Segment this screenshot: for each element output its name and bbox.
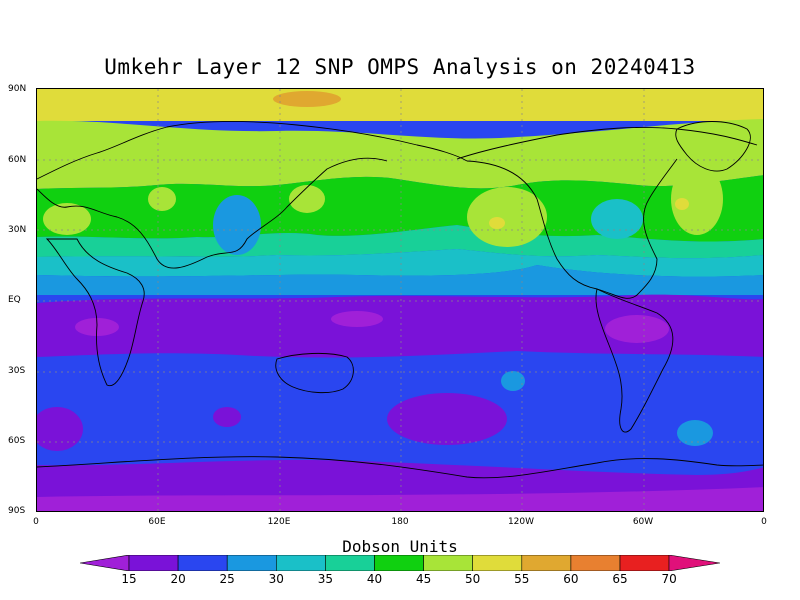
coastlines — [37, 121, 763, 479]
colorbar-tick-label: 55 — [514, 572, 530, 586]
lat-label-eq: EQ — [8, 295, 21, 305]
colorbar-cell — [619, 555, 670, 571]
colorbar-tick-label: 70 — [661, 572, 677, 586]
colorbar-cell — [226, 555, 277, 571]
colorbar-arrow-high — [668, 555, 720, 571]
band-35-du — [37, 249, 763, 277]
colorbar-cell — [521, 555, 572, 571]
colorbar-tick-label: 35 — [317, 572, 334, 586]
low-20-indian-ocean — [213, 407, 241, 427]
high-50-north-pacific — [467, 187, 547, 247]
band-40-du — [37, 225, 763, 259]
high-30-south-atlantic — [677, 420, 713, 446]
colorbar-tick-label: 20 — [170, 572, 186, 586]
band-55-polar-north — [37, 89, 763, 121]
lat-label-30n: 30N — [8, 225, 27, 235]
band-20-tropics — [37, 294, 763, 358]
lat-label-30s: 30S — [8, 366, 26, 376]
high-50-north-atlantic — [671, 163, 723, 235]
lat-label-90s: 90S — [8, 506, 26, 516]
colorbar-cell — [472, 555, 523, 571]
colorbar — [80, 555, 720, 571]
colorbar-cell — [128, 555, 179, 571]
colorbar-tick-label: 65 — [612, 572, 628, 586]
band-15-polar-south — [37, 487, 763, 511]
max-55-north-atlantic — [675, 198, 689, 210]
colorbar-tick-label: 15 — [121, 572, 137, 586]
colorbar-cell — [374, 555, 424, 571]
low-35-north-america — [591, 199, 643, 239]
high-50-europe — [43, 203, 91, 235]
colorbar-cell — [423, 555, 474, 571]
lon-label-60w: 60W — [632, 517, 654, 527]
max-55-north-pacific — [489, 217, 505, 229]
ozone-contour-field — [37, 89, 763, 511]
lon-label-120w: 120W — [507, 517, 535, 527]
greenland-coast — [675, 121, 751, 172]
colorbar-tick-label: 25 — [219, 572, 235, 586]
high-50-japan — [289, 185, 325, 213]
lon-label-0-end: 0 — [761, 517, 767, 527]
eurasia-north-coast — [37, 121, 468, 180]
south-america-coast — [595, 288, 674, 433]
lon-label-60e: 60E — [148, 517, 166, 527]
colorbar-cell — [325, 555, 375, 571]
colorbar-tick-label: 30 — [268, 572, 284, 586]
lat-label-90n: 90N — [8, 84, 27, 94]
band-50-du — [37, 119, 763, 189]
min-15-south-america — [605, 315, 669, 343]
low-20-south-atlantic — [37, 407, 83, 451]
north-america-west-coast — [466, 158, 678, 299]
lon-label-120e: 120E — [267, 517, 291, 527]
lat-label-60n: 60N — [8, 155, 27, 165]
colorbar-tick-label: 60 — [563, 572, 579, 586]
lon-label-180: 180 — [391, 517, 409, 527]
low-20-south-pacific — [387, 393, 507, 445]
lon-label-0: 0 — [33, 517, 39, 527]
lat-label-60s: 60S — [8, 436, 26, 446]
colorbar-arrow-low — [80, 555, 130, 571]
high-50-central-asia — [148, 187, 176, 211]
ozone-map — [36, 88, 764, 512]
colorbar-tick-label: 45 — [415, 572, 432, 586]
africa-coast — [45, 238, 145, 387]
colorbar-cell — [570, 555, 621, 571]
eurasia-south-coast — [37, 157, 388, 269]
graticule — [37, 89, 763, 511]
north-america-arctic-coast — [456, 126, 758, 160]
colorbar-title: Dobson Units — [342, 537, 458, 556]
colorbar-cell — [177, 555, 228, 571]
low-30-tibet — [213, 195, 261, 255]
colorbar-tick-label: 40 — [366, 572, 383, 586]
antarctica-coast — [37, 456, 763, 479]
colorbar-tick-label: 50 — [465, 572, 481, 586]
australia-coast — [275, 352, 354, 394]
band-30-du — [37, 265, 763, 295]
max-60-arctic — [273, 91, 341, 107]
high-30-south-pacific — [501, 371, 525, 391]
map-title: Umkehr Layer 12 SNP OMPS Analysis on 202… — [104, 55, 696, 79]
min-15-pacific — [331, 311, 383, 327]
colorbar-cell — [276, 555, 326, 571]
